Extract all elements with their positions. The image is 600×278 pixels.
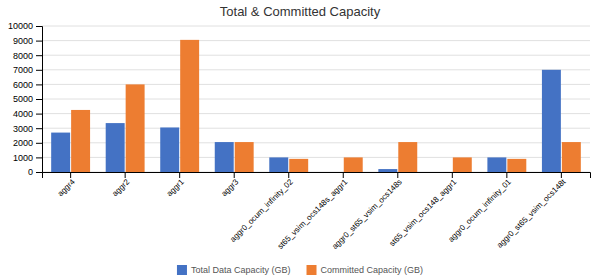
y-tick-label: 6000 bbox=[13, 80, 33, 90]
y-tick-label: 5000 bbox=[13, 94, 33, 104]
grid-line bbox=[42, 113, 590, 114]
bar bbox=[542, 70, 561, 172]
y-tick: 8000 bbox=[13, 51, 42, 61]
y-tick-label: 4000 bbox=[13, 109, 33, 119]
bar bbox=[289, 159, 308, 172]
bar bbox=[215, 142, 234, 172]
y-tick: 3000 bbox=[13, 124, 42, 134]
x-tick-mark bbox=[288, 172, 289, 178]
y-axis-line bbox=[36, 27, 43, 173]
grid-line bbox=[42, 84, 590, 85]
legend-swatch bbox=[177, 265, 187, 275]
y-tick-label: 1000 bbox=[13, 153, 33, 163]
y-tick-mark bbox=[36, 70, 42, 71]
y-tick-mark bbox=[36, 55, 42, 56]
y-tick: 5000 bbox=[13, 94, 42, 104]
bar bbox=[562, 142, 581, 172]
grid bbox=[42, 26, 590, 172]
x-tick: aggr0_ocum_infinity_01 bbox=[446, 172, 513, 244]
y-tick-mark bbox=[36, 26, 42, 27]
x-axis: aggr4aggr2aggr1aggr3aggr0_ocum_infinity_… bbox=[43, 172, 591, 251]
bar bbox=[433, 172, 452, 173]
x-tick-mark bbox=[452, 172, 453, 178]
y-axis: 0 1000 2000 3000 4000 5000 6000 7000 8000 9000 100… bbox=[8, 21, 43, 177]
y-tick: 6000 bbox=[13, 80, 42, 90]
bar bbox=[106, 123, 125, 172]
y-tick: 1000 bbox=[13, 153, 42, 163]
y-tick-mark bbox=[36, 84, 42, 85]
x-tick: aggr2 bbox=[110, 172, 131, 198]
y-tick-label: 8000 bbox=[13, 51, 33, 61]
x-tick-label: aggr3 bbox=[219, 177, 240, 198]
y-tick: 10000 bbox=[8, 21, 42, 31]
legend-swatch bbox=[307, 265, 317, 275]
y-tick-mark bbox=[36, 114, 42, 115]
plot: 0 1000 2000 3000 4000 5000 6000 7000 8000 9000 100… bbox=[8, 21, 591, 251]
x-tick-mark bbox=[70, 172, 71, 178]
x-tick: aggr3 bbox=[219, 172, 240, 198]
bar bbox=[51, 133, 70, 172]
grid-line bbox=[42, 69, 590, 70]
y-tick-mark bbox=[36, 128, 42, 129]
bar bbox=[235, 142, 254, 172]
bar bbox=[269, 157, 288, 172]
bar bbox=[160, 127, 179, 172]
bar bbox=[344, 157, 363, 172]
bar bbox=[487, 157, 506, 172]
legend: Total Data Capacity (GB) Committed Capaci… bbox=[177, 265, 423, 275]
legend-item: Committed Capacity (GB) bbox=[307, 265, 424, 275]
x-tick-label: aggr4 bbox=[56, 177, 77, 198]
y-tick-label: 2000 bbox=[13, 138, 33, 148]
bar bbox=[180, 40, 199, 172]
grid-line bbox=[42, 55, 590, 56]
bar bbox=[378, 169, 397, 172]
y-tick-mark bbox=[36, 143, 42, 144]
x-tick-mark bbox=[343, 172, 344, 178]
y-tick: 9000 bbox=[13, 36, 42, 46]
bar bbox=[126, 84, 145, 172]
x-tick-mark bbox=[506, 172, 507, 178]
grid-line bbox=[42, 26, 590, 27]
x-tick-mark bbox=[179, 172, 180, 178]
bar bbox=[398, 142, 417, 172]
y-tick-mark bbox=[36, 41, 42, 42]
title: Total & Committed Capacity bbox=[220, 4, 381, 19]
y-tick-mark bbox=[36, 99, 42, 100]
bar bbox=[453, 157, 472, 172]
y-tick: 4000 bbox=[13, 109, 42, 119]
legend-label: Committed Capacity (GB) bbox=[321, 265, 424, 275]
x-tick-mark bbox=[125, 172, 126, 178]
x-tick: aggr4 bbox=[56, 172, 77, 198]
y-tick-label: 7000 bbox=[13, 65, 33, 75]
x-tick-label: aggr0_st65_vsim_ocs148t bbox=[495, 177, 568, 250]
grid-line bbox=[42, 99, 590, 100]
y-tick-label: 9000 bbox=[13, 36, 33, 46]
legend-label: Total Data Capacity (GB) bbox=[191, 265, 291, 275]
bar bbox=[507, 159, 526, 172]
y-tick-label: 3000 bbox=[13, 124, 33, 134]
bar bbox=[71, 110, 90, 172]
bars bbox=[51, 40, 581, 172]
x-tick-label: aggr1 bbox=[165, 177, 186, 198]
y-tick: 7000 bbox=[13, 65, 42, 75]
y-tick: 2000 bbox=[13, 138, 42, 148]
x-tick: aggr1 bbox=[165, 172, 186, 198]
x-tick: aggr0_ocum_infinity_02 bbox=[228, 172, 295, 244]
y-tick-label: 10000 bbox=[8, 21, 33, 31]
x-tick-label: aggr2 bbox=[110, 177, 131, 198]
grid-line bbox=[42, 40, 590, 41]
x-tick-mark bbox=[397, 172, 398, 178]
y-tick-mark bbox=[36, 157, 42, 158]
y-tick-mark bbox=[36, 172, 42, 173]
y-tick: 0 bbox=[28, 167, 42, 177]
x-tick-mark bbox=[234, 172, 235, 178]
x-tick-mark bbox=[561, 172, 562, 178]
x-tick: aggr0_st65_vsim_ocs148t bbox=[495, 172, 568, 250]
x-axis-line bbox=[43, 173, 591, 179]
chart: Total & Committed Capacity 0 1000 2000 3000 4… bbox=[0, 0, 600, 278]
legend-item: Total Data Capacity (GB) bbox=[177, 265, 291, 275]
y-tick-label: 0 bbox=[28, 167, 33, 177]
bar bbox=[324, 172, 343, 173]
